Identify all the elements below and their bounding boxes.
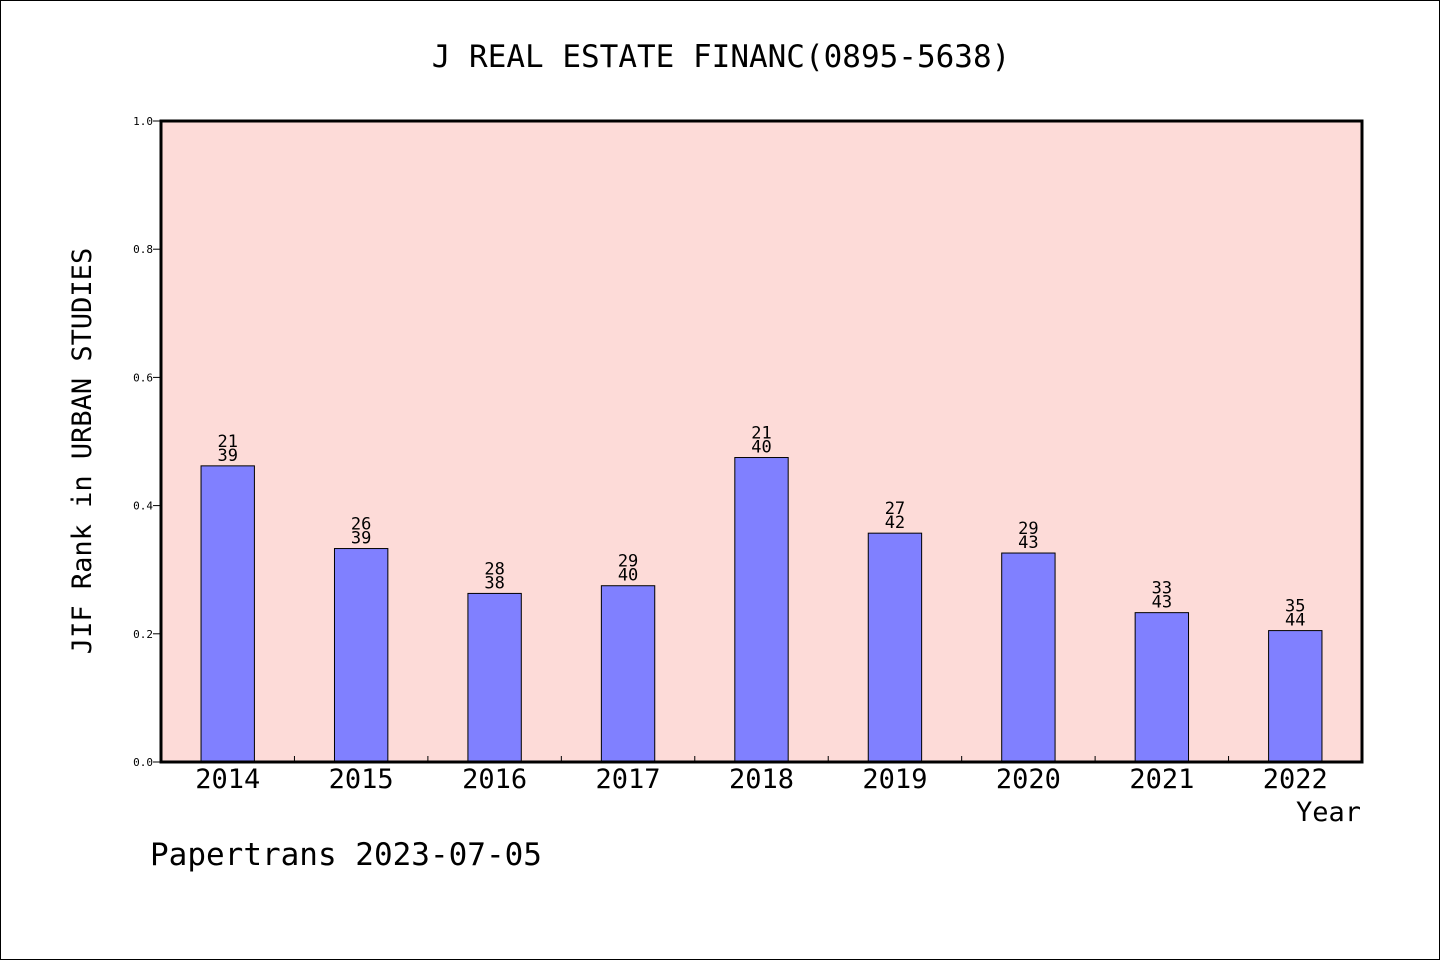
bar-rank-label: 33 bbox=[1152, 579, 1172, 599]
y-tick-label: 0.8 bbox=[133, 243, 153, 256]
bar bbox=[867, 532, 923, 763]
x-tick-label: 2014 bbox=[195, 764, 260, 795]
y-tick-label: 1.0 bbox=[133, 115, 153, 128]
y-tick-label: 0.2 bbox=[133, 628, 153, 641]
x-axis-label: Year bbox=[1296, 797, 1361, 828]
bar-total-label: 44 bbox=[1285, 611, 1305, 631]
bar-total-label: 43 bbox=[1152, 593, 1172, 613]
bar-rank-label: 21 bbox=[751, 424, 771, 444]
bar bbox=[734, 457, 789, 763]
x-tick-label: 2017 bbox=[596, 764, 661, 795]
bar-rank-label: 29 bbox=[618, 552, 638, 572]
bar bbox=[200, 465, 255, 763]
plot-border bbox=[159, 119, 1364, 764]
bar-rank-label: 29 bbox=[1018, 519, 1038, 539]
footer-credit: Papertrans 2023-07-05 bbox=[150, 837, 542, 873]
x-tick-label: 2021 bbox=[1129, 764, 1194, 795]
y-axis-label: JIF Rank in URBAN STUDIES bbox=[67, 248, 98, 654]
x-tick-label: 2016 bbox=[462, 764, 527, 795]
bar bbox=[333, 548, 389, 763]
x-tick-label: 2019 bbox=[862, 764, 927, 795]
bar-total-label: 40 bbox=[618, 566, 638, 586]
bar-rank-label: 28 bbox=[484, 559, 504, 579]
bar-total-label: 43 bbox=[1018, 533, 1038, 553]
bar-rank-label: 26 bbox=[351, 515, 371, 535]
bar bbox=[1134, 612, 1190, 763]
bar bbox=[600, 585, 656, 763]
bar-rank-label: 35 bbox=[1285, 597, 1305, 617]
x-axis: 2014 2015 2016 2017 2018 2019 2020 2021 2022 bbox=[195, 756, 1328, 795]
bar-total-label: 42 bbox=[885, 513, 905, 533]
y-tick-label: 0.6 bbox=[133, 371, 153, 384]
y-axis: 0.0 0.2 0.4 0.6 0.8 1.0 bbox=[133, 115, 161, 769]
x-tick-label: 2022 bbox=[1263, 764, 1328, 795]
bar-total-label: 38 bbox=[484, 573, 504, 593]
bar-rank-label: 27 bbox=[885, 499, 905, 519]
x-tick-label: 2015 bbox=[329, 764, 394, 795]
bar-total-label: 40 bbox=[751, 438, 771, 458]
bar-rank-label: 21 bbox=[217, 432, 237, 452]
chart-title: J REAL ESTATE FINANC(0895-5638) bbox=[432, 39, 1011, 75]
x-tick-label: 2020 bbox=[996, 764, 1061, 795]
bar bbox=[1268, 630, 1323, 763]
bar-total-label: 39 bbox=[351, 529, 371, 549]
bars-group bbox=[200, 457, 1323, 763]
bar-total-label: 39 bbox=[217, 446, 237, 466]
bar bbox=[467, 592, 522, 763]
y-tick-label: 0.4 bbox=[133, 500, 153, 513]
y-tick-label: 0.0 bbox=[133, 756, 153, 769]
bar bbox=[1001, 552, 1056, 763]
x-tick-label: 2018 bbox=[729, 764, 794, 795]
